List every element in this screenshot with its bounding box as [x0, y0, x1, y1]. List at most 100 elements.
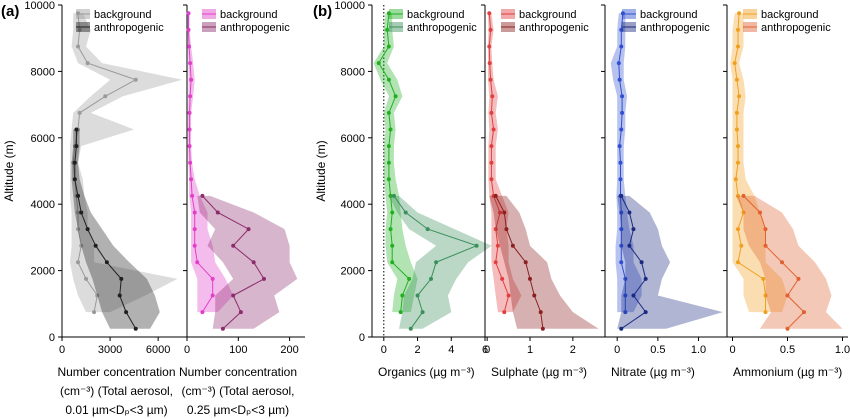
- data-point-background: [200, 310, 205, 315]
- y-tick-label: 10000: [334, 0, 365, 12]
- legend-label-anthropogenic: anthropogenic: [407, 22, 477, 34]
- data-point-background: [386, 110, 391, 115]
- data-point-background: [734, 77, 739, 82]
- data-point-background: [489, 110, 494, 115]
- data-point-anthropogenic: [72, 177, 77, 182]
- data-point-background: [736, 193, 740, 198]
- data-point-anthropogenic: [532, 293, 537, 298]
- x-axis-label: (cm⁻³) (Total aerosol,: [181, 384, 294, 398]
- data-point-background: [376, 61, 381, 66]
- data-point-background: [386, 177, 391, 182]
- data-point-anthropogenic: [403, 210, 408, 215]
- x-tick-label: 0: [614, 344, 620, 356]
- legend-label-background: background: [220, 9, 278, 21]
- data-point-background: [763, 293, 768, 298]
- data-point-background: [493, 227, 498, 232]
- data-point-background: [133, 77, 138, 82]
- data-point-background: [490, 94, 495, 99]
- data-point-background: [76, 227, 81, 232]
- data-point-background: [739, 243, 744, 248]
- data-point-background: [617, 77, 622, 82]
- legend-label-anthropogenic: anthropogenic: [640, 22, 710, 34]
- data-point-anthropogenic: [639, 260, 644, 265]
- data-point-background: [84, 276, 89, 281]
- data-point-background: [736, 44, 740, 49]
- legend-label-background: background: [519, 9, 577, 21]
- data-point-anthropogenic: [741, 193, 746, 198]
- data-point-background: [623, 276, 628, 281]
- data-point-anthropogenic: [643, 310, 648, 315]
- x-axis-label: Number concentration: [179, 365, 297, 379]
- data-point-background: [732, 61, 737, 66]
- data-point-background: [398, 310, 403, 315]
- data-point-background: [500, 276, 505, 281]
- data-point-background: [187, 127, 192, 132]
- data-point-anthropogenic: [429, 276, 434, 281]
- y-tick-label: 6000: [341, 133, 365, 145]
- data-point-anthropogenic: [220, 326, 225, 331]
- y-axis-label-a: Altitude (m): [2, 140, 16, 201]
- data-point-background: [390, 260, 395, 265]
- x-tick-label: 4: [448, 344, 454, 356]
- x-tick-label: 100: [229, 344, 247, 356]
- panel-sulphate: 0 1 2 Sulphate (µg m⁻³) backgroundanthropoge…: [481, 4, 605, 379]
- data-point-background: [76, 44, 81, 49]
- y-tick-label: 0: [49, 332, 55, 344]
- data-point-background: [493, 260, 498, 265]
- data-point-background: [487, 44, 492, 49]
- data-point-background: [741, 210, 746, 215]
- data-point-background: [188, 94, 193, 99]
- legend-label-background: background: [94, 9, 152, 21]
- data-point-background: [388, 227, 393, 232]
- data-point-background: [189, 77, 194, 82]
- data-point-background: [619, 260, 624, 265]
- x-tick-label: 200: [280, 344, 298, 356]
- data-point-anthropogenic: [780, 260, 784, 265]
- data-point-background: [210, 276, 215, 281]
- y-tick-label: 2000: [341, 266, 365, 278]
- data-point-background: [85, 61, 90, 66]
- range-band-anthropogenic: [71, 129, 160, 329]
- x-tick-label: 1: [527, 344, 533, 356]
- range-band-anthropogenic: [388, 195, 492, 329]
- data-point-background: [619, 210, 624, 215]
- data-point-anthropogenic: [540, 326, 545, 331]
- data-point-anthropogenic: [763, 227, 768, 232]
- data-point-background: [495, 243, 500, 248]
- data-point-anthropogenic: [76, 193, 81, 198]
- x-axis-label: Number concentration: [57, 365, 175, 379]
- data-point-anthropogenic: [523, 260, 528, 265]
- data-point-anthropogenic: [215, 210, 220, 215]
- data-point-background: [388, 193, 393, 198]
- data-point-background: [407, 276, 412, 281]
- x-tick-label: 6: [482, 344, 488, 356]
- range-band-anthropogenic: [489, 195, 599, 329]
- panel-nitrate: 0 0.5 1.0 Nitrate (µg m⁻³) backgroundanthrop…: [601, 4, 727, 379]
- data-point-anthropogenic: [104, 260, 109, 265]
- data-point-background: [192, 210, 197, 215]
- x-tick-label: 1.0: [691, 344, 706, 356]
- data-point-background: [393, 94, 398, 99]
- data-point-anthropogenic: [133, 326, 138, 331]
- data-point-background: [188, 160, 193, 165]
- data-point-anthropogenic: [493, 193, 498, 198]
- data-point-anthropogenic: [261, 276, 266, 281]
- data-point-anthropogenic: [117, 293, 122, 298]
- data-point-background: [385, 27, 390, 32]
- data-point-background: [491, 127, 496, 132]
- data-point-background: [92, 310, 97, 315]
- data-point-anthropogenic: [631, 227, 636, 232]
- x-tick-label: 0.5: [780, 344, 795, 356]
- data-point-background: [386, 77, 391, 82]
- x-tick-label: 2: [414, 344, 420, 356]
- data-point-background: [618, 177, 623, 182]
- data-point-background: [192, 243, 197, 248]
- y-tick-label: 4000: [341, 199, 365, 211]
- data-point-background: [502, 310, 507, 315]
- data-point-background: [388, 127, 393, 132]
- data-point-background: [192, 227, 197, 232]
- y-tick-label: 4000: [31, 199, 55, 211]
- y-tick-label: 10000: [24, 0, 55, 12]
- data-point-background: [619, 227, 624, 232]
- data-point-background: [736, 144, 740, 149]
